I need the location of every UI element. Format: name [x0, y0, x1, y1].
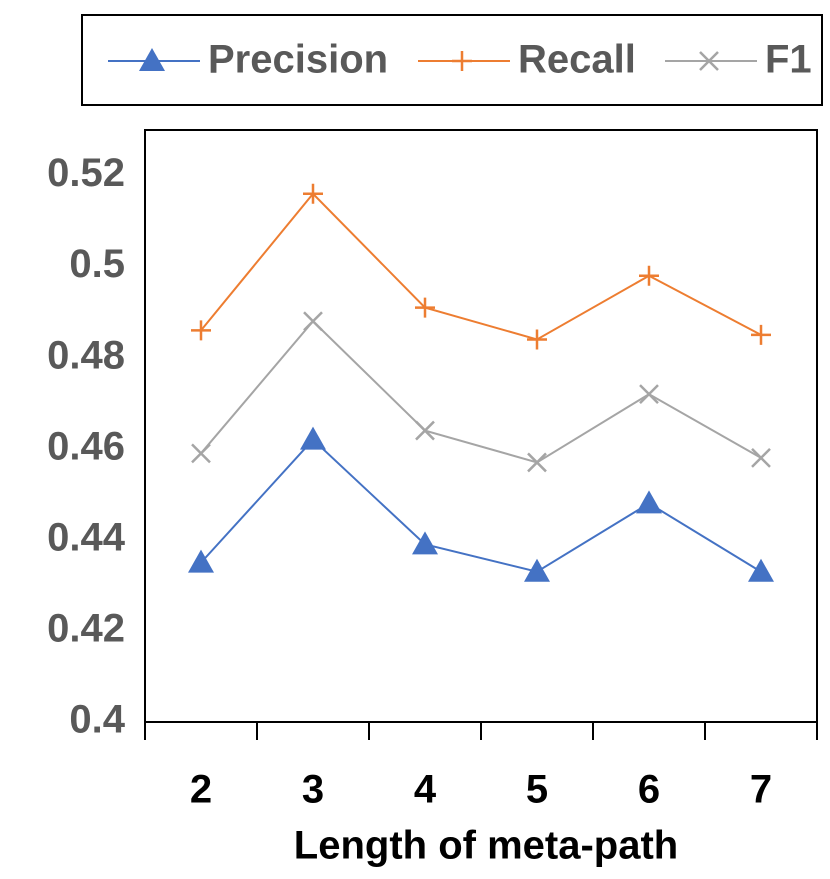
data-point: [415, 420, 435, 441]
data-point: [303, 311, 323, 332]
legend-label: Recall: [518, 38, 636, 82]
data-point: [524, 558, 550, 582]
data-point: [751, 447, 771, 468]
x-tick-label: 2: [190, 768, 212, 812]
data-point: [527, 452, 547, 473]
data-point: [303, 183, 323, 204]
data-point: [751, 324, 771, 345]
data-point: [300, 426, 326, 450]
x-tick-label: 7: [750, 768, 772, 812]
y-tick-label: 0.4: [69, 698, 125, 742]
data-point: [639, 384, 659, 405]
x-tick-label: 4: [414, 768, 437, 812]
x-tick-label: 5: [526, 768, 548, 812]
x-tick-label: 3: [302, 768, 324, 812]
series-line: [200, 192, 762, 341]
data-point: [639, 265, 659, 286]
x-axis-label: Length of meta-path: [294, 824, 678, 868]
legend-marker: [452, 51, 472, 71]
series-line: [200, 319, 762, 464]
y-tick-label: 0.42: [47, 606, 125, 650]
data-point: [191, 443, 211, 464]
legend-box: [81, 14, 823, 106]
legend-marker: [699, 51, 719, 71]
y-tick-label: 0.44: [47, 515, 126, 559]
series-line: [200, 438, 762, 573]
plot-area: [144, 129, 818, 723]
y-tick-label: 0.46: [47, 424, 125, 468]
data-point: [636, 490, 662, 514]
legend-label: Precision: [208, 38, 388, 82]
data-point: [191, 320, 211, 341]
data-point: [415, 297, 435, 318]
data-point: [412, 531, 438, 555]
data-point: [188, 549, 214, 573]
data-point: [748, 558, 774, 582]
legend-label: F1: [765, 38, 812, 82]
legend-marker: [139, 48, 165, 71]
y-tick-label: 0.52: [47, 151, 125, 195]
y-tick-label: 0.48: [47, 333, 125, 377]
x-tick-label: 6: [638, 768, 660, 812]
y-tick-label: 0.5: [69, 242, 125, 286]
data-point: [527, 329, 547, 350]
